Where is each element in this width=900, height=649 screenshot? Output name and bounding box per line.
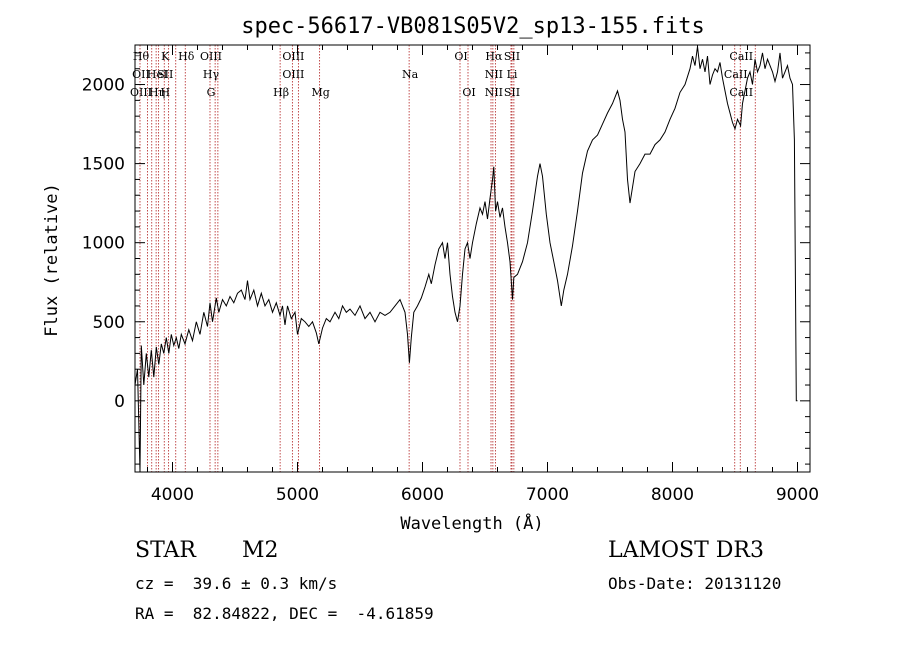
coordinates: RA = 82.84822, DEC = -4.61859 (135, 604, 434, 623)
spectral-line-label: Na (402, 68, 419, 81)
y-tick-label: 2000 (82, 76, 125, 96)
x-tick-label: 9000 (776, 485, 819, 505)
spectral-line-label: Hη (149, 86, 165, 99)
axis-ticks: 4000 5000 6000 7000 8000 9000 0 500 1000 1500 2000 (82, 45, 819, 505)
plot-frame (134, 44, 811, 473)
spectral-line-label: G (207, 86, 216, 99)
spectral-line-label: K (161, 50, 170, 63)
observation-date: Obs-Date: 20131120 (608, 574, 782, 593)
spectral-line-label: SII (157, 68, 173, 81)
spectral-line-label: OIII (282, 50, 304, 63)
spectral-line-label: Mg (311, 86, 329, 99)
spectral-line-label: SII (504, 86, 520, 99)
y-tick-label: 500 (93, 313, 125, 333)
y-tick-label: 1500 (82, 155, 125, 175)
spectral-line-label: Li (507, 68, 518, 81)
spectral-line-label: CaII (729, 50, 753, 63)
spectral-line-label: Hα (485, 50, 503, 63)
x-tick-label: 6000 (401, 485, 444, 505)
spectral-line-label: OI (462, 86, 475, 99)
spectral-line-label: CaII (729, 86, 753, 99)
subclass: M2 (242, 538, 279, 563)
spectral-line-label: OIII (282, 68, 304, 81)
spectral-lines-layer (139, 45, 756, 472)
survey-name: LAMOST DR3 (608, 538, 764, 563)
spectral-line-label: CaII (724, 68, 748, 81)
chart-title: spec-56617-VB081S05V2_sp13-155.fits (241, 14, 705, 39)
spectral-line-label: H (160, 86, 170, 99)
spectrum-series-line (134, 46, 798, 473)
x-tick-label: 7000 (526, 485, 569, 505)
x-axis-label: Wavelength (Å) (400, 512, 543, 534)
spectral-line-label: HeI (147, 68, 167, 81)
spectral-line-label: OIII (200, 50, 222, 63)
spectral-line-label: OI (454, 50, 467, 63)
x-tick-label: 8000 (651, 485, 694, 505)
spectral-line-label: Hδ (178, 50, 195, 63)
spectral-line-label: OII (132, 68, 150, 81)
spectral-line-label: SII (504, 50, 520, 63)
object-class: STAR (135, 538, 196, 563)
spectral-line-label: Hβ (273, 86, 289, 99)
x-tick-label: 4000 (151, 485, 194, 505)
spectral-line-label: Hγ (203, 68, 220, 81)
y-tick-label: 0 (114, 392, 125, 412)
spectral-line-label: NII (485, 86, 503, 99)
redshift-velocity: cz = 39.6 ± 0.3 km/s (135, 574, 338, 593)
y-tick-label: 1000 (82, 234, 125, 254)
x-tick-label: 5000 (276, 485, 319, 505)
y-axis-label: Flux (relative) (42, 183, 62, 337)
spectral-line-label: NII (485, 68, 503, 81)
